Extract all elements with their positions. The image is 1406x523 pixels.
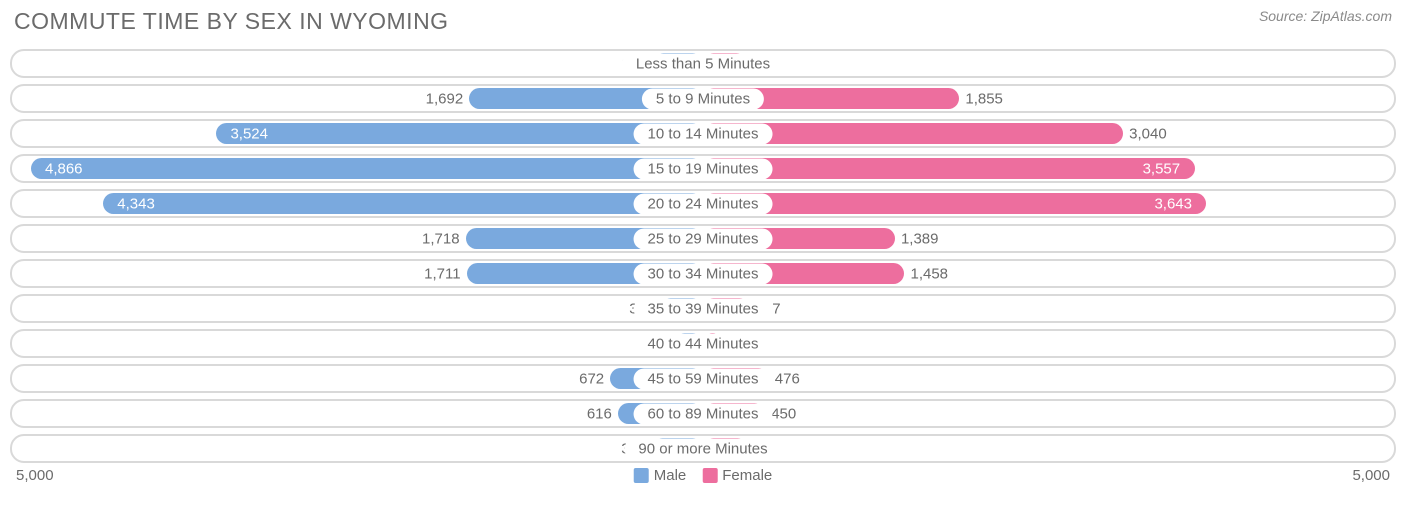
category-label: 15 to 19 Minutes [634, 158, 773, 179]
legend-swatch-male [634, 468, 649, 483]
legend-swatch-female [702, 468, 717, 483]
category-label: Less than 5 Minutes [622, 53, 784, 74]
diverging-bar-chart: 363319Less than 5 Minutes 1,692 1,855 5 to … [10, 49, 1396, 463]
female-value-label: 1,389 [901, 230, 939, 247]
male-bar [31, 158, 703, 179]
chart-title: COMMUTE TIME BY SEX IN WYOMING [14, 8, 449, 35]
chart-row: 1,692 1,855 5 to 9 Minutes [10, 84, 1396, 113]
male-value-label: 1,711 [424, 265, 460, 282]
male-bar [103, 193, 703, 214]
chart-row: 616 45060 to 89 Minutes [10, 399, 1396, 428]
female-value-label: 3,557 [1143, 160, 1181, 177]
legend-item-female: Female [702, 467, 772, 484]
female-value-label: 476 [775, 370, 800, 387]
chart-row: 4,866 3,557 15 to 19 Minutes [10, 154, 1396, 183]
chart-source: Source: ZipAtlas.com [1259, 8, 1392, 24]
axis-label-left: 5,000 [16, 467, 54, 484]
male-value-label: 1,692 [426, 90, 464, 107]
category-label: 90 or more Minutes [624, 438, 781, 459]
category-label: 40 to 44 Minutes [634, 333, 773, 354]
chart-row: 3,524 3,040 10 to 14 Minutes [10, 119, 1396, 148]
category-label: 35 to 39 Minutes [634, 298, 773, 319]
male-bar [216, 123, 703, 144]
male-value-label: 1,718 [422, 230, 460, 247]
male-value-label: 3,524 [230, 125, 268, 142]
female-value-label: 450 [771, 405, 796, 422]
legend-item-male: Male [634, 467, 687, 484]
chart-footer: 5,000 Male Female 5,000 [10, 467, 1396, 489]
category-label: 60 to 89 Minutes [634, 403, 773, 424]
chart-row: 30933735 to 39 Minutes [10, 294, 1396, 323]
category-label: 20 to 24 Minutes [634, 193, 773, 214]
male-value-label: 4,343 [117, 195, 155, 212]
male-value-label: 672 [579, 370, 604, 387]
female-value-label: 3,040 [1129, 125, 1167, 142]
category-label: 5 to 9 Minutes [642, 88, 764, 109]
female-value-label: 1,458 [910, 265, 948, 282]
female-value-label: 3,643 [1154, 195, 1192, 212]
female-bar [703, 158, 1195, 179]
category-label: 25 to 29 Minutes [634, 228, 773, 249]
male-value-label: 4,866 [45, 160, 83, 177]
chart-row: 36732290 or more Minutes [10, 434, 1396, 463]
male-value-label: 616 [587, 405, 612, 422]
category-label: 45 to 59 Minutes [634, 368, 773, 389]
category-label: 30 to 34 Minutes [634, 263, 773, 284]
female-bar [703, 193, 1206, 214]
legend-label-female: Female [722, 467, 772, 484]
category-label: 10 to 14 Minutes [634, 123, 773, 144]
chart-row: 1,718 1,389 25 to 29 Minutes [10, 224, 1396, 253]
female-value-label: 1,855 [965, 90, 1003, 107]
chart-row: 20813840 to 44 Minutes [10, 329, 1396, 358]
legend-label-male: Male [654, 467, 687, 484]
chart-row: 4,343 3,643 20 to 24 Minutes [10, 189, 1396, 218]
chart-row: 1,711 1,458 30 to 34 Minutes [10, 259, 1396, 288]
chart-row: 363319Less than 5 Minutes [10, 49, 1396, 78]
chart-row: 672 47645 to 59 Minutes [10, 364, 1396, 393]
chart-header: COMMUTE TIME BY SEX IN WYOMING Source: Z… [10, 8, 1396, 35]
axis-label-right: 5,000 [1352, 467, 1390, 484]
chart-legend: Male Female [634, 467, 773, 484]
